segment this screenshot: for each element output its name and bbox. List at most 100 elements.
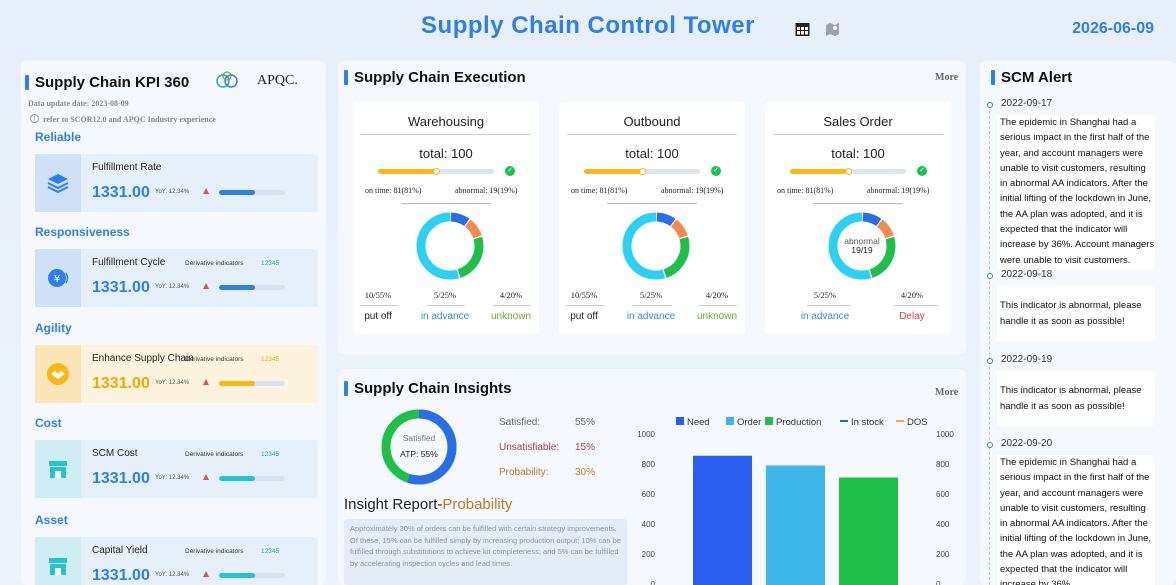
alert-message[interactable]: The epidemic in Shanghai had a serious i… bbox=[997, 115, 1155, 270]
kpi-derivative-label: Derivative indicators bbox=[185, 451, 244, 458]
legend-item[interactable]: In stock bbox=[840, 417, 884, 428]
report-title-text: Insight Report- bbox=[344, 496, 443, 513]
kpi-card[interactable]: ¥ Fulfillment Cycle Derivative indicators 1… bbox=[35, 249, 318, 307]
kpi-card[interactable]: SCM Cost Derivative indicators 12345 1331.0… bbox=[35, 440, 318, 498]
check-icon: ✓ bbox=[917, 166, 927, 176]
status-donut-chart bbox=[416, 212, 484, 280]
insights-more-link[interactable]: More bbox=[935, 387, 959, 398]
kpi-derivative-code[interactable]: 12345 bbox=[261, 451, 280, 458]
execution-sub-stat: 5/25% bbox=[433, 290, 457, 300]
kpi-name: Fulfillment Cycle bbox=[92, 257, 166, 268]
insight-row-label: Probability: bbox=[499, 467, 549, 478]
legend-label: In stock bbox=[851, 417, 884, 428]
kpi-progress-fill bbox=[219, 381, 256, 386]
alert-date: 2022-09-19 bbox=[1001, 354, 1053, 365]
legend-item[interactable]: DOS bbox=[896, 417, 928, 428]
kpi-category-responsiveness: Responsiveness bbox=[35, 225, 130, 239]
y-tick-label-left: 800 bbox=[642, 460, 656, 469]
y-tick-label-right: 800 bbox=[936, 460, 950, 469]
check-icon: ✓ bbox=[711, 166, 721, 176]
kpi-card[interactable]: Enhance Supply Chain Derivative indicator… bbox=[35, 345, 318, 403]
yen-coin-icon: ¥ bbox=[35, 249, 81, 307]
kpi-card[interactable]: Fulfillment Rate 1331.00 YoY: 12.34% bbox=[35, 154, 318, 212]
divider bbox=[493, 305, 531, 306]
apqc-logo: APQC. bbox=[257, 73, 298, 88]
donut-segment bbox=[416, 212, 484, 280]
y-tick-label-right: 400 bbox=[936, 520, 950, 529]
kpi-progress-bar bbox=[219, 573, 285, 578]
legend-item[interactable]: Order bbox=[726, 417, 761, 428]
execution-status-label: in advance bbox=[800, 311, 850, 322]
bar-production[interactable] bbox=[839, 477, 898, 585]
kpi-category-asset: Asset bbox=[35, 513, 68, 527]
y-tick-label-right: 0 bbox=[936, 580, 941, 585]
execution-sub-stat: 4/20% bbox=[900, 290, 924, 300]
up-arrow-icon bbox=[203, 188, 209, 194]
kpi-value: 1331.00 bbox=[92, 470, 150, 487]
insight-row-value: 15% bbox=[575, 442, 596, 453]
donut-center-value: 19/19 bbox=[851, 245, 873, 255]
kpi-progress-bar bbox=[219, 476, 285, 481]
y-tick-label-right: 1000 bbox=[936, 430, 954, 439]
divider bbox=[427, 305, 465, 306]
legend-label: Order bbox=[737, 417, 761, 428]
gauge-value: ATP: 55% bbox=[400, 449, 438, 459]
up-arrow-icon bbox=[203, 474, 209, 480]
execution-card[interactable]: Sales Order total: 100 ✓ on time: 81(81%) ab… bbox=[765, 102, 951, 334]
insights-bar-chart: Need Order Production In stock DOS 1000 800 60… bbox=[637, 417, 954, 585]
execution-card[interactable]: Warehousing total: 100 ✓ on time: 81(81%) ab… bbox=[353, 102, 539, 334]
execution-card[interactable]: Outbound total: 100 ✓ on time: 81(81%) abnor… bbox=[559, 102, 745, 334]
kpi-title: Supply Chain KPI 360 bbox=[24, 74, 190, 91]
insights-title: Supply Chain Insights bbox=[344, 380, 512, 397]
bar-need[interactable] bbox=[693, 455, 752, 585]
kpi-card[interactable]: Capital Yield Derivative indicators 12345 1… bbox=[35, 537, 318, 585]
abnormal-stat: abnormal: 19(19%) bbox=[867, 186, 930, 195]
alert-message[interactable]: The epidemic in Shanghai had a serious i… bbox=[997, 455, 1155, 585]
alert-message[interactable]: This indicator is abnormal, please handl… bbox=[997, 371, 1155, 426]
layers-icon bbox=[35, 154, 81, 212]
kpi-value: 1331.00 bbox=[92, 375, 150, 392]
check-icon: ✓ bbox=[505, 166, 515, 176]
kpi-progress-bar bbox=[219, 190, 285, 195]
timeline-dot-icon bbox=[987, 442, 993, 448]
donut-segment bbox=[828, 212, 896, 280]
status-donut-chart bbox=[828, 212, 896, 280]
divider bbox=[607, 203, 697, 204]
on-time-stat: on time: 81(81%) bbox=[777, 186, 834, 195]
y-tick-label-left: 0 bbox=[651, 580, 656, 585]
header-date: 2026-06-09 bbox=[1072, 20, 1154, 37]
kpi-category-reliable: Reliable bbox=[35, 130, 82, 144]
divider bbox=[894, 305, 938, 306]
timeline-line bbox=[989, 101, 990, 585]
y-tick-label-right: 600 bbox=[936, 490, 950, 499]
status-donut-chart bbox=[622, 212, 690, 280]
execution-total: total: 100 bbox=[831, 146, 885, 161]
execution-status-label: in advance bbox=[626, 311, 676, 322]
legend-item[interactable]: Production bbox=[765, 417, 821, 428]
map-icon[interactable] bbox=[825, 22, 840, 42]
alert-text: The epidemic in Shanghai had a serious i… bbox=[1000, 457, 1152, 585]
legend-label: Need bbox=[687, 417, 710, 428]
divider bbox=[566, 305, 604, 306]
alert-text: The epidemic in Shanghai had a serious i… bbox=[1000, 117, 1155, 266]
kpi-yoy: YoY: 12.34% bbox=[155, 189, 190, 195]
kpi-derivative-code[interactable]: 12345 bbox=[261, 260, 280, 267]
table-icon[interactable] bbox=[795, 22, 810, 42]
donut-segment bbox=[416, 212, 484, 280]
alert-title: SCM Alert bbox=[990, 69, 1073, 86]
kpi-value: 1331.00 bbox=[92, 279, 150, 296]
execution-more-link[interactable]: More bbox=[935, 72, 959, 83]
execution-progress-fill bbox=[378, 169, 436, 174]
alert-date: 2022-09-17 bbox=[1001, 98, 1053, 109]
kpi-yoy: YoY: 12.34% bbox=[155, 284, 190, 290]
alert-date: 2022-09-18 bbox=[1001, 269, 1053, 280]
alert-message[interactable]: This indicator is abnormal, please handl… bbox=[997, 286, 1155, 341]
bar-order[interactable] bbox=[766, 465, 825, 585]
kpi-derivative-code[interactable]: 12345 bbox=[261, 548, 280, 555]
kpi-progress-fill bbox=[219, 285, 256, 290]
legend-item[interactable]: Need bbox=[676, 417, 710, 428]
legend-label: DOS bbox=[907, 417, 928, 428]
kpi-derivative-code[interactable]: 12345 bbox=[261, 356, 280, 363]
divider bbox=[813, 203, 903, 204]
execution-status-label: put off bbox=[364, 311, 392, 322]
